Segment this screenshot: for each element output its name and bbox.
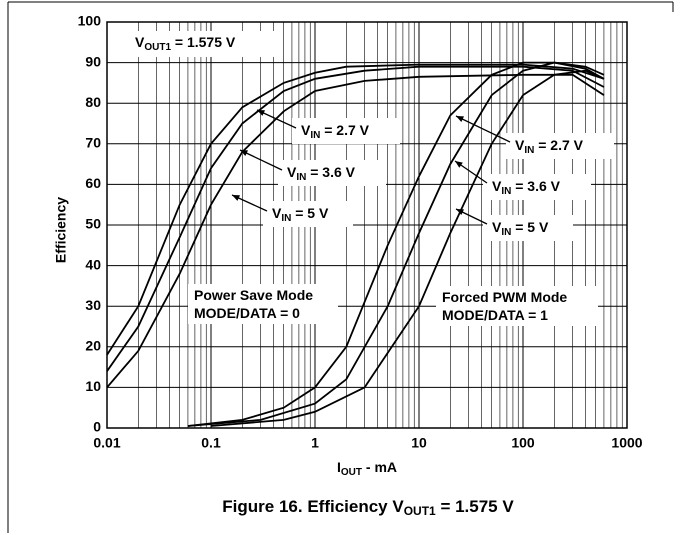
annotation: VIN = 3.6 V	[492, 178, 561, 197]
annotation-rest: = 3.6 V	[511, 178, 560, 194]
annotation-sub: OUT1	[144, 42, 171, 53]
annotation: Power Save Mode	[194, 287, 313, 303]
annotation-rest: = 5 V	[291, 205, 329, 221]
arrow-head	[257, 110, 265, 116]
efficiency-curve	[187, 61, 605, 427]
x-tick-label: 10	[411, 435, 427, 451]
annotation: VIN = 5 V	[492, 219, 549, 238]
annotation-main: V	[287, 164, 297, 180]
annotation: MODE/DATA = 0	[194, 305, 300, 321]
grid	[106, 21, 628, 429]
annotation-sub: IN	[281, 213, 291, 224]
efficiency-curve	[106, 63, 605, 356]
y-tick-label: 60	[85, 175, 101, 191]
y-tick-label: 20	[85, 338, 101, 354]
annotation-main: V	[272, 205, 282, 221]
annotation-rest: = 1.575 V	[171, 34, 236, 50]
arrow-head	[232, 195, 240, 201]
annotation-bg	[292, 118, 400, 144]
annotation: Forced PWM Mode	[442, 289, 567, 305]
y-tick-label: 80	[85, 94, 101, 110]
annotation: VIN = 2.7 V	[301, 122, 370, 141]
y-axis-label: Efficiency	[53, 197, 69, 263]
x-tick-label: 1000	[611, 435, 642, 451]
annotation-bg	[483, 215, 573, 241]
annotation-main: V	[492, 178, 502, 194]
x-tick-label: 1	[311, 435, 319, 451]
annotation-rest: = 2.7 V	[534, 137, 583, 153]
y-tick-label: 100	[78, 13, 102, 29]
annotation-bg	[188, 284, 338, 324]
annotation-bg	[126, 31, 276, 57]
x-axis-label: IOUT - mA	[337, 459, 397, 478]
annotation-rest: = 3.6 V	[306, 164, 355, 180]
efficiency-curve	[210, 69, 605, 427]
x-tick-label: 0.1	[201, 435, 221, 451]
annotation: MODE/DATA = 1	[442, 307, 548, 323]
y-tick-label: 30	[85, 297, 101, 313]
y-tick-label: 0	[93, 419, 101, 435]
curves	[106, 61, 605, 427]
x-axis-label-rest: - mA	[362, 459, 397, 475]
annotation-main: V	[492, 219, 502, 235]
y-tick-label: 40	[85, 256, 101, 272]
annotation-main: V	[301, 122, 311, 138]
annotation: VOUT1 = 1.575 V	[135, 34, 236, 53]
chart-title: Figure 16. Efficiency VOUT1 = 1.575 V	[222, 497, 514, 518]
annotation: VIN = 5 V	[272, 205, 329, 224]
efficiency-curve	[106, 65, 605, 372]
annotation-main: MODE/DATA = 0	[194, 305, 300, 321]
annotation-bg	[483, 174, 591, 200]
annotation-main: V	[135, 34, 145, 50]
x-tick-label: 100	[511, 435, 535, 451]
annotation: VIN = 2.7 V	[515, 137, 584, 156]
annotation-arrow	[239, 149, 283, 171]
annotation-main: MODE/DATA = 1	[442, 307, 548, 323]
annotation-sub: IN	[296, 172, 306, 183]
plot-frame	[106, 21, 628, 429]
annotation-main: Forced PWM Mode	[442, 289, 567, 305]
arrow-head	[240, 150, 248, 156]
annotation-bg	[436, 286, 598, 326]
annotation-sub: IN	[524, 145, 534, 156]
annotation-main: Power Save Mode	[194, 287, 313, 303]
labels: 0.01 0.1 1 10 100 1000 0 10 20 30 40 50 60 70 80 90 100 I…	[53, 13, 643, 518]
x-axis-label-sub: OUT	[341, 467, 362, 478]
x-tick-label: 0.01	[93, 435, 120, 451]
y-tick-label: 90	[85, 53, 101, 69]
annotation-bg	[263, 201, 353, 227]
arrow-head	[456, 116, 464, 122]
annotation-bg	[278, 160, 386, 186]
annotation: VIN = 3.6 V	[287, 164, 356, 183]
arrow-head	[455, 161, 463, 168]
arrow-head	[456, 209, 464, 215]
efficiency-curve	[106, 73, 605, 388]
annotation-sub: IN	[501, 186, 511, 197]
chart-title-main: Figure 16. Efficiency V	[222, 497, 404, 516]
annotation-rest: = 2.7 V	[320, 122, 369, 138]
chart-title-rest: = 1.575 V	[436, 497, 515, 516]
x-axis-label-main: I	[337, 459, 341, 475]
y-tick-label: 10	[85, 378, 101, 394]
annotation-sub: IN	[310, 130, 320, 141]
annotation-sub: IN	[501, 227, 511, 238]
y-tick-label: 50	[85, 216, 101, 232]
annotation-arrow	[455, 115, 511, 143]
annotation-rest: = 5 V	[511, 219, 549, 235]
y-tick-label: 70	[85, 135, 101, 151]
annotation-main: V	[515, 137, 525, 153]
chart-title-sub: OUT1	[404, 504, 436, 518]
annotation-bg	[506, 133, 614, 159]
